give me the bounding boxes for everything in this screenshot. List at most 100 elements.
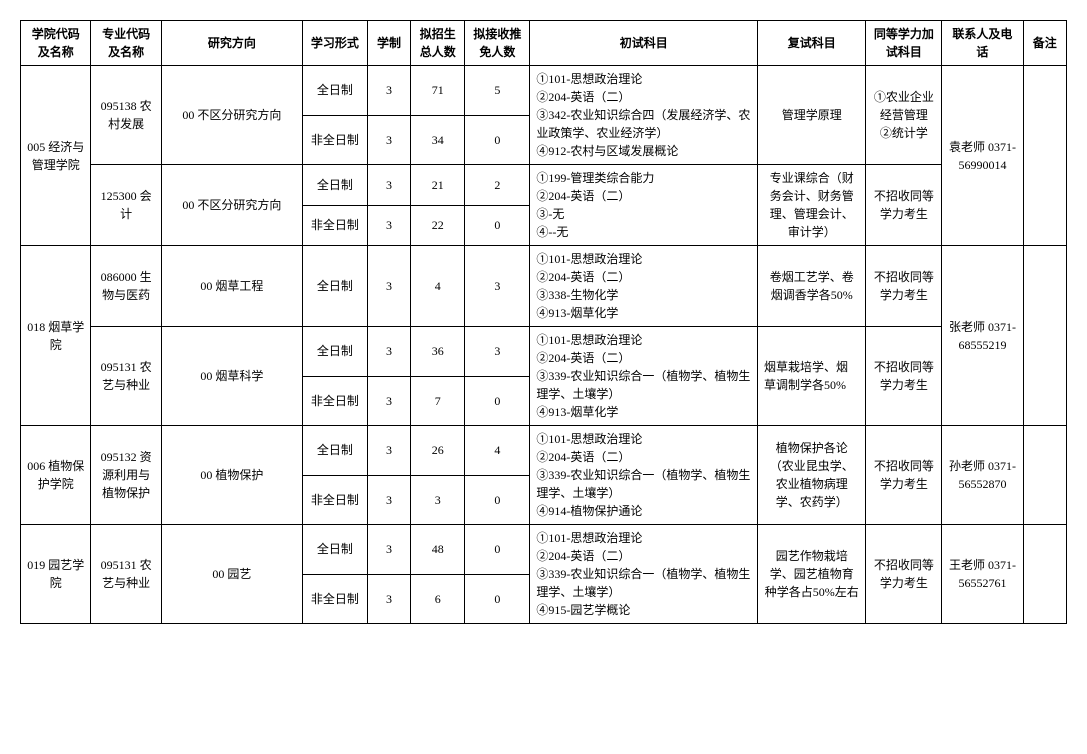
cell-length: 3 <box>367 327 410 377</box>
cell-exempt: 4 <box>465 426 530 476</box>
cell-exempt: 0 <box>465 205 530 246</box>
cell-length: 3 <box>367 246 410 327</box>
th-contact: 联系人及电话 <box>942 21 1023 66</box>
table-row: 018 烟草学院 086000 生物与医药 00 烟草工程 全日制 3 4 3 … <box>21 246 1067 327</box>
cell-plan: 22 <box>411 205 465 246</box>
cell-plan: 4 <box>411 246 465 327</box>
cell-length: 3 <box>367 574 410 624</box>
cell-length: 3 <box>367 525 410 575</box>
cell-exam: ①101-思想政治理论②204-英语（二）③339-农业知识综合一（植物学、植物… <box>530 525 758 624</box>
cell-retest: 专业课综合（财务会计、财务管理、管理会计、审计学） <box>758 165 866 246</box>
table-row: 095131 农艺与种业 00 烟草科学 全日制 3 36 3 ①101-思想政… <box>21 327 1067 377</box>
cell-retest: 园艺作物栽培学、园艺植物育种学各占50%左右 <box>758 525 866 624</box>
cell-exempt: 0 <box>465 376 530 426</box>
cell-plan: 34 <box>411 115 465 165</box>
cell-plan: 26 <box>411 426 465 476</box>
cell-exempt: 2 <box>465 165 530 206</box>
cell-exempt: 0 <box>465 115 530 165</box>
cell-exam: ①101-思想政治理论②204-英语（二）③338-生物化学④913-烟草化学 <box>530 246 758 327</box>
cell-length: 3 <box>367 115 410 165</box>
th-direction: 研究方向 <box>161 21 302 66</box>
cell-plan: 36 <box>411 327 465 377</box>
cell-plan: 21 <box>411 165 465 206</box>
cell-length: 3 <box>367 475 410 525</box>
admissions-table: 学院代码及名称 专业代码及名称 研究方向 学习形式 学制 拟招生总人数 拟接收推… <box>20 20 1067 624</box>
cell-plan: 7 <box>411 376 465 426</box>
cell-length: 3 <box>367 165 410 206</box>
cell-direction: 00 园艺 <box>161 525 302 624</box>
table-row: 006 植物保护学院 095132 资源利用与植物保护 00 植物保护 全日制 … <box>21 426 1067 476</box>
th-retest: 复试科目 <box>758 21 866 66</box>
cell-length: 3 <box>367 376 410 426</box>
cell-equiv: 不招收同等学力考生 <box>866 426 942 525</box>
cell-contact: 孙老师 0371-56552870 <box>942 426 1023 525</box>
cell-retest: 卷烟工艺学、卷烟调香学各50% <box>758 246 866 327</box>
cell-remark <box>1023 246 1066 426</box>
cell-college: 018 烟草学院 <box>21 246 91 426</box>
cell-college: 006 植物保护学院 <box>21 426 91 525</box>
cell-mode: 全日制 <box>302 327 367 377</box>
th-plan: 拟招生总人数 <box>411 21 465 66</box>
cell-major: 095138 农村发展 <box>91 66 161 165</box>
cell-length: 3 <box>367 205 410 246</box>
cell-contact: 王老师 0371-56552761 <box>942 525 1023 624</box>
cell-mode: 全日制 <box>302 525 367 575</box>
th-mode: 学习形式 <box>302 21 367 66</box>
table-row: 005 经济与管理学院 095138 农村发展 00 不区分研究方向 全日制 3… <box>21 66 1067 116</box>
cell-plan: 6 <box>411 574 465 624</box>
cell-exam: ①101-思想政治理论②204-英语（二）③339-农业知识综合一（植物学、植物… <box>530 426 758 525</box>
cell-major: 095132 资源利用与植物保护 <box>91 426 161 525</box>
cell-plan: 71 <box>411 66 465 116</box>
cell-college: 005 经济与管理学院 <box>21 66 91 246</box>
cell-major: 086000 生物与医药 <box>91 246 161 327</box>
cell-equiv: 不招收同等学力考生 <box>866 525 942 624</box>
table-header-row: 学院代码及名称 专业代码及名称 研究方向 学习形式 学制 拟招生总人数 拟接收推… <box>21 21 1067 66</box>
th-college: 学院代码及名称 <box>21 21 91 66</box>
th-exam: 初试科目 <box>530 21 758 66</box>
cell-remark <box>1023 426 1066 525</box>
cell-exam: ①199-管理类综合能力②204-英语（二）③-无④--无 <box>530 165 758 246</box>
cell-college: 019 园艺学院 <box>21 525 91 624</box>
cell-major: 095131 农艺与种业 <box>91 327 161 426</box>
cell-exempt: 0 <box>465 574 530 624</box>
cell-retest: 植物保护各论（农业昆虫学、农业植物病理学、农药学） <box>758 426 866 525</box>
table-row: 019 园艺学院 095131 农艺与种业 00 园艺 全日制 3 48 0 ①… <box>21 525 1067 575</box>
cell-exempt: 3 <box>465 327 530 377</box>
cell-retest: 烟草栽培学、烟草调制学各50% <box>758 327 866 426</box>
cell-mode: 非全日制 <box>302 205 367 246</box>
cell-exempt: 0 <box>465 475 530 525</box>
cell-exam: ①101-思想政治理论②204-英语（二）③342-农业知识综合四（发展经济学、… <box>530 66 758 165</box>
cell-equiv: 不招收同等学力考生 <box>866 246 942 327</box>
cell-direction: 00 烟草工程 <box>161 246 302 327</box>
cell-mode: 全日制 <box>302 165 367 206</box>
cell-equiv: ①农业企业经营管理②统计学 <box>866 66 942 165</box>
cell-mode: 全日制 <box>302 426 367 476</box>
cell-retest: 管理学原理 <box>758 66 866 165</box>
th-length: 学制 <box>367 21 410 66</box>
th-major: 专业代码及名称 <box>91 21 161 66</box>
th-equiv: 同等学力加试科目 <box>866 21 942 66</box>
cell-mode: 全日制 <box>302 246 367 327</box>
cell-major: 125300 会计 <box>91 165 161 246</box>
cell-exempt: 3 <box>465 246 530 327</box>
cell-direction: 00 不区分研究方向 <box>161 165 302 246</box>
cell-major: 095131 农艺与种业 <box>91 525 161 624</box>
cell-exam: ①101-思想政治理论②204-英语（二）③339-农业知识综合一（植物学、植物… <box>530 327 758 426</box>
cell-equiv: 不招收同等学力考生 <box>866 327 942 426</box>
cell-exempt: 0 <box>465 525 530 575</box>
cell-contact: 袁老师 0371-56990014 <box>942 66 1023 246</box>
cell-mode: 非全日制 <box>302 574 367 624</box>
table-row: 125300 会计 00 不区分研究方向 全日制 3 21 2 ①199-管理类… <box>21 165 1067 206</box>
th-exempt: 拟接收推免人数 <box>465 21 530 66</box>
cell-direction: 00 烟草科学 <box>161 327 302 426</box>
cell-length: 3 <box>367 66 410 116</box>
cell-mode: 全日制 <box>302 66 367 116</box>
cell-plan: 48 <box>411 525 465 575</box>
cell-contact: 张老师 0371-68555219 <box>942 246 1023 426</box>
cell-exempt: 5 <box>465 66 530 116</box>
cell-mode: 非全日制 <box>302 376 367 426</box>
cell-mode: 非全日制 <box>302 475 367 525</box>
th-remark: 备注 <box>1023 21 1066 66</box>
cell-remark <box>1023 525 1066 624</box>
cell-length: 3 <box>367 426 410 476</box>
